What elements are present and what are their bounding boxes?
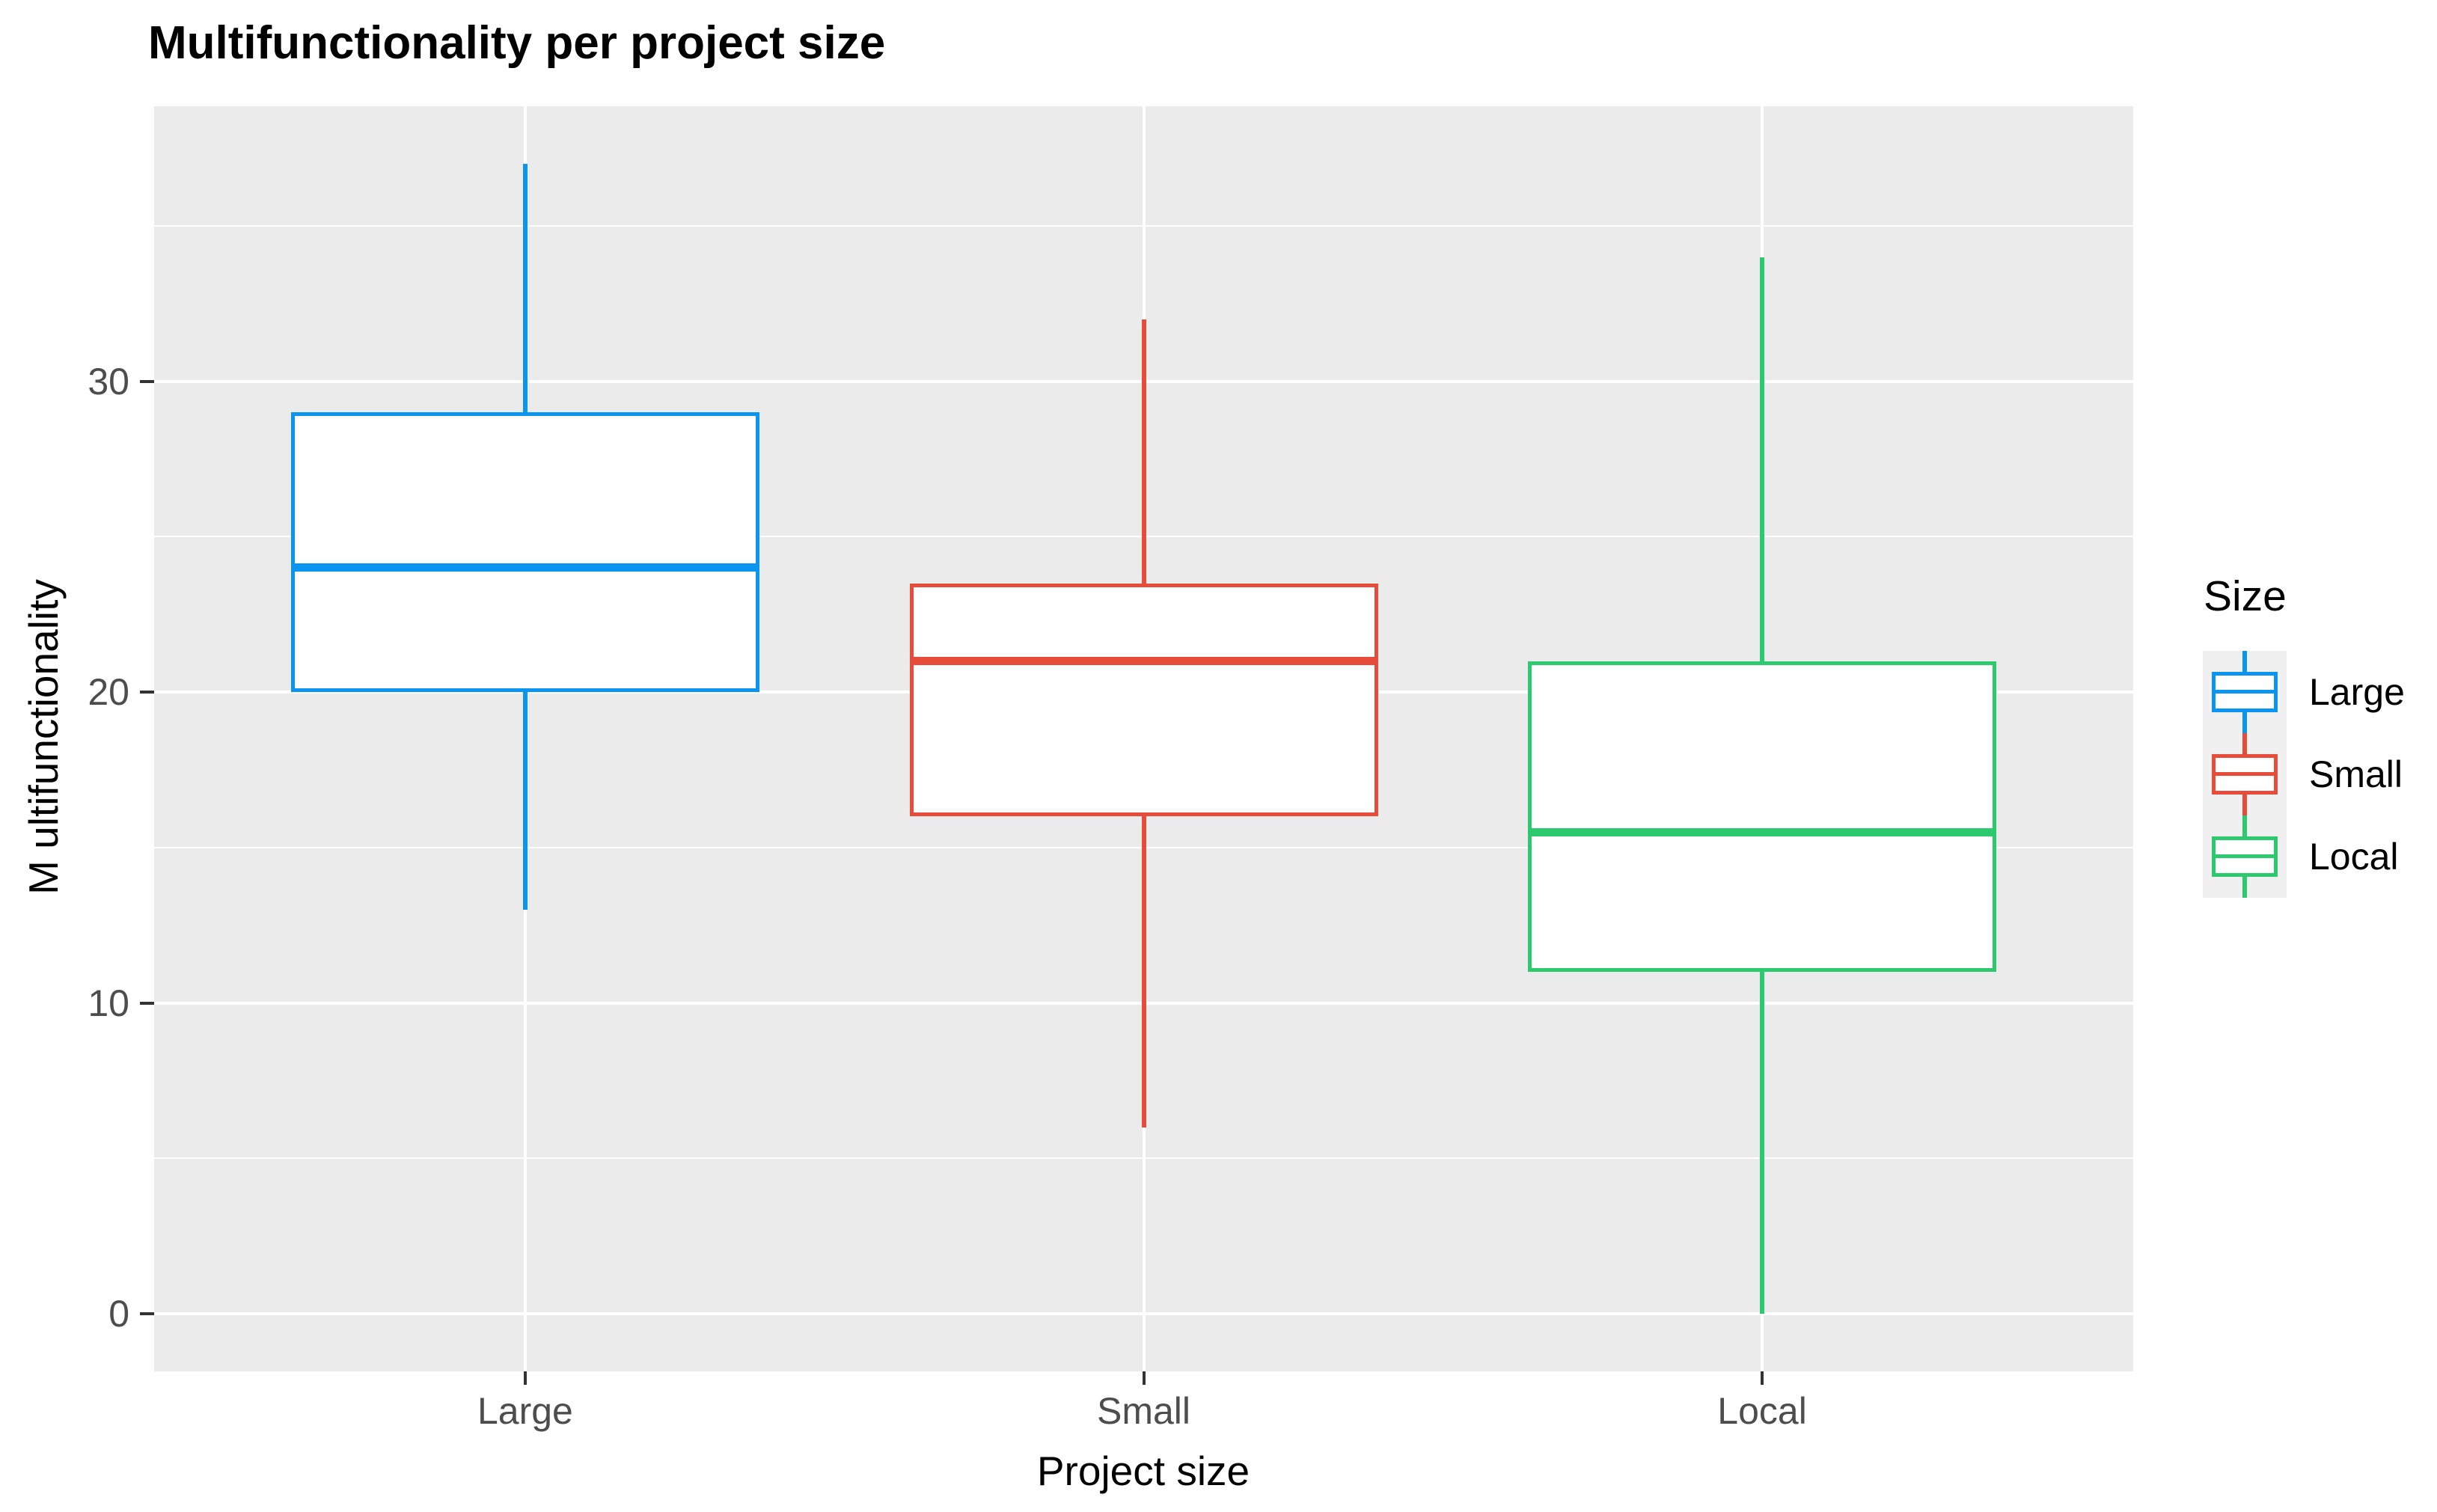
whisker-lower-large <box>522 692 528 910</box>
legend-label-local: Local <box>2309 836 2399 878</box>
legend-title: Size <box>2204 572 2287 620</box>
legend-glyph-whisker-top-small <box>2242 733 2247 754</box>
y-tick-mark-10 <box>140 1001 154 1005</box>
whisker-upper-large <box>522 163 528 413</box>
legend-key-small <box>2203 733 2287 815</box>
y-tick-mark-20 <box>140 691 154 694</box>
box-local <box>1528 661 1997 973</box>
legend-key-large <box>2203 651 2287 733</box>
whisker-lower-small <box>1141 816 1146 1127</box>
y-tick-label-30: 30 <box>88 360 129 403</box>
x-tick-mark-small <box>1142 1371 1146 1385</box>
median-small <box>909 657 1378 666</box>
legend-glyph-median-small <box>2216 772 2274 776</box>
x-axis-title: Project size <box>1036 1448 1250 1494</box>
legend-glyph-whisker-top-large <box>2242 651 2247 672</box>
x-tick-label-local: Local <box>1717 1390 1807 1432</box>
legend-glyph-whisker-top-local <box>2242 815 2247 836</box>
legend-glyph-median-local <box>2216 854 2274 858</box>
median-local <box>1528 827 1997 836</box>
legend-label-large: Large <box>2309 671 2405 713</box>
box-small <box>909 583 1378 817</box>
whisker-upper-small <box>1141 319 1146 584</box>
legend-label-small: Small <box>2309 753 2403 795</box>
x-tick-label-large: Large <box>477 1390 573 1432</box>
y-tick-label-10: 10 <box>88 982 129 1024</box>
y-tick-mark-30 <box>140 379 154 383</box>
x-tick-mark-large <box>523 1371 527 1385</box>
y-tick-mark-0 <box>140 1312 154 1316</box>
y-tick-label-0: 0 <box>108 1293 129 1335</box>
plot-panel <box>154 106 2133 1371</box>
legend-glyph-whisker-bottom-large <box>2242 712 2247 733</box>
box-large <box>290 412 759 693</box>
legend-glyph-whisker-bottom-local <box>2242 877 2247 898</box>
median-large <box>290 563 759 572</box>
y-axis-title: M ultifunctionality <box>20 579 67 895</box>
legend-glyph-median-large <box>2216 690 2274 694</box>
legend-glyph-whisker-bottom-small <box>2242 795 2247 815</box>
whisker-upper-local <box>1760 257 1765 661</box>
x-tick-mark-local <box>1761 1371 1764 1385</box>
x-tick-label-small: Small <box>1096 1390 1191 1432</box>
plot-title: Multifunctionality per project size <box>148 17 886 69</box>
y-tick-label-20: 20 <box>88 671 129 714</box>
legend-key-local <box>2203 815 2287 898</box>
whisker-lower-local <box>1760 972 1765 1314</box>
